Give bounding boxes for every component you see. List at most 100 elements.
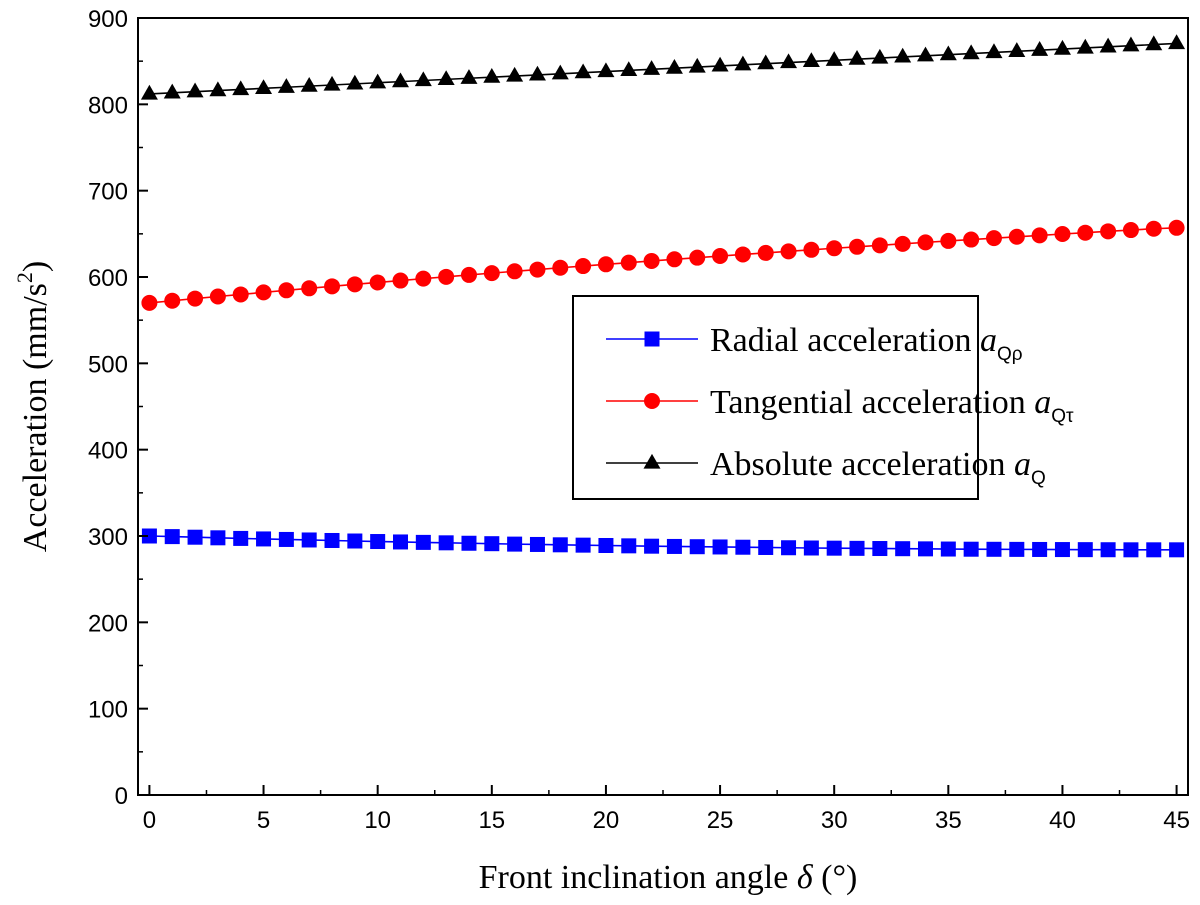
data-point-s1-45 <box>1168 219 1185 236</box>
data-point-s0-22 <box>644 538 660 554</box>
data-point-s2-33 <box>894 47 912 63</box>
data-point-s0-3 <box>210 530 226 546</box>
data-point-s0-23 <box>666 538 682 554</box>
data-point-s2-18 <box>551 64 569 80</box>
y-tick-label: 100 <box>88 697 128 724</box>
legend-marker-1 <box>644 393 660 409</box>
x-axis-title-unit: (°) <box>813 859 858 896</box>
data-point-s1-27 <box>757 244 774 261</box>
data-point-s1-12 <box>415 270 432 287</box>
data-point-s2-36 <box>962 44 980 60</box>
data-point-s2-1 <box>163 83 181 99</box>
data-point-s1-36 <box>963 231 980 248</box>
data-point-s1-30 <box>826 240 843 257</box>
legend-marker-0 <box>644 331 660 347</box>
data-point-s1-21 <box>620 254 637 271</box>
data-point-s0-35 <box>940 541 956 557</box>
legend-label-main: Tangential acceleration <box>710 384 1034 421</box>
data-point-s2-35 <box>939 45 957 61</box>
data-point-s2-41 <box>1076 38 1094 54</box>
y-axis-title: Acceleration (mm/s2) <box>12 261 54 552</box>
series-line-2 <box>149 42 1177 95</box>
data-point-s1-39 <box>1031 227 1048 244</box>
series-line-1 <box>149 226 1177 304</box>
data-point-s1-40 <box>1054 226 1071 243</box>
data-point-s1-29 <box>803 241 820 258</box>
data-point-s1-24 <box>689 249 706 266</box>
data-point-s0-19 <box>575 537 591 553</box>
data-point-s2-34 <box>917 46 934 62</box>
data-point-s2-4 <box>232 80 250 96</box>
data-point-s0-40 <box>1054 542 1070 558</box>
y-tick-label: 200 <box>88 610 128 637</box>
x-tick-label: 35 <box>935 807 962 834</box>
data-point-s1-7 <box>301 280 318 297</box>
data-point-s1-33 <box>894 235 911 252</box>
legend-label-0: Radial acceleration aQρ <box>710 322 1023 365</box>
data-point-s2-45 <box>1168 34 1186 50</box>
data-point-s0-31 <box>849 540 865 556</box>
data-point-s1-23 <box>666 251 683 268</box>
x-tick-label: 45 <box>1163 807 1190 834</box>
data-point-s1-22 <box>643 252 660 269</box>
data-point-s1-37 <box>985 230 1002 247</box>
data-point-s0-24 <box>689 539 705 555</box>
y-tick-label: 500 <box>88 351 128 378</box>
y-axis-title-sup: 2 <box>12 272 37 283</box>
x-tick-label: 15 <box>478 807 505 834</box>
data-point-s0-34 <box>918 541 933 557</box>
data-point-s2-5 <box>255 79 273 94</box>
data-point-s1-35 <box>940 232 957 249</box>
data-point-s0-12 <box>415 534 431 550</box>
y-tick-label: 600 <box>88 265 128 292</box>
x-tick-label: 5 <box>257 807 270 834</box>
data-point-s2-24 <box>688 57 706 73</box>
data-point-s0-26 <box>735 539 751 555</box>
data-point-s0-38 <box>1009 541 1025 557</box>
data-point-s0-43 <box>1123 542 1139 558</box>
legend-label-sub: Q <box>1031 468 1046 489</box>
y-tick-label: 700 <box>88 179 128 206</box>
axes: 0 5 10 15 20 25 30 35 40 45 0 100 200 300 400 500 600 700… <box>12 6 1190 896</box>
data-point-s1-26 <box>734 246 751 263</box>
data-point-s2-44 <box>1145 35 1163 51</box>
data-point-s2-21 <box>620 61 638 77</box>
x-tick-label: 40 <box>1049 807 1076 834</box>
legend-label-1: Tangential acceleration aQτ <box>710 384 1074 427</box>
data-point-s0-2 <box>187 529 203 545</box>
data-point-s1-6 <box>278 282 295 299</box>
data-point-s0-21 <box>621 538 637 554</box>
legend-box <box>572 295 979 500</box>
data-point-s0-44 <box>1146 542 1162 558</box>
data-point-s2-27 <box>757 54 775 70</box>
data-point-s1-15 <box>483 265 500 282</box>
data-point-s2-13 <box>437 70 455 86</box>
legend-label-2: Absolute acceleration aQ <box>710 446 1046 489</box>
data-point-s2-39 <box>1031 41 1049 56</box>
data-point-s0-5 <box>256 531 272 547</box>
y-tick-label: 800 <box>88 92 128 119</box>
data-point-s2-7 <box>300 76 318 92</box>
data-point-s2-11 <box>392 72 409 88</box>
data-point-s2-6 <box>277 78 295 93</box>
y-tick-label: 900 <box>88 6 128 33</box>
data-point-s2-43 <box>1122 36 1140 52</box>
data-point-s1-1 <box>164 292 181 309</box>
data-point-s0-17 <box>529 536 545 552</box>
data-point-s0-1 <box>164 529 180 545</box>
x-axis-title-main: Front inclination angle <box>479 859 797 896</box>
data-point-s2-38 <box>1008 42 1026 57</box>
data-point-s0-33 <box>895 541 911 557</box>
data-point-s0-11 <box>393 534 408 550</box>
x-axis-title: Front inclination angle δ (°) <box>479 859 858 896</box>
x-tick-label: 10 <box>364 807 391 834</box>
data-point-s2-9 <box>346 74 364 90</box>
data-point-s0-39 <box>1032 541 1048 557</box>
data-point-s1-31 <box>849 238 866 255</box>
data-point-s1-11 <box>392 272 409 289</box>
data-point-s0-36 <box>963 541 979 557</box>
data-point-s1-28 <box>780 243 797 260</box>
data-point-s1-9 <box>346 276 363 293</box>
legend-label-main: Absolute acceleration <box>710 446 1014 483</box>
data-point-s2-17 <box>528 65 546 81</box>
